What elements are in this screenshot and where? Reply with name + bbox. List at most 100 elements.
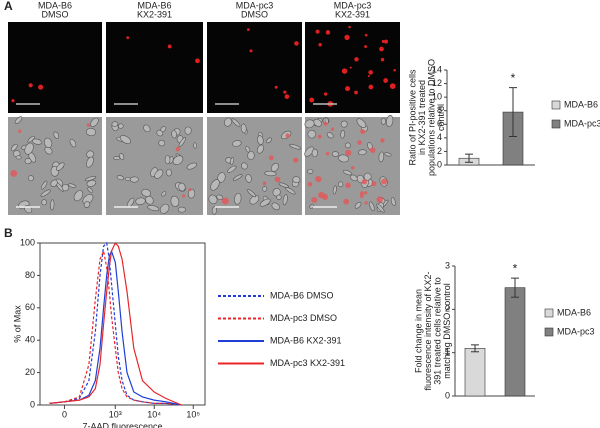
y-tick-label: 10 [432, 92, 442, 102]
cell [84, 176, 97, 182]
cell-signal [315, 29, 320, 34]
cell [184, 126, 192, 135]
cell-signal [367, 74, 370, 77]
cell [193, 142, 198, 149]
cell-signal [354, 90, 358, 95]
cell [264, 170, 277, 177]
cell [178, 182, 186, 192]
cell [278, 182, 289, 188]
legend-label: MDA-pc3 DMSO [270, 313, 337, 323]
cell [119, 153, 125, 160]
image-column-label: KX2-391 [137, 9, 172, 19]
cell [119, 135, 131, 144]
cell-signal [364, 33, 368, 37]
cell [229, 157, 235, 166]
cell [53, 131, 60, 139]
cell-signal [393, 69, 396, 72]
cell [61, 183, 70, 192]
cell [282, 194, 288, 206]
legend-swatch [551, 100, 561, 110]
x-tick-label: 0 [62, 409, 67, 419]
cell-signal [381, 39, 385, 43]
cell [178, 136, 187, 148]
cell [164, 155, 171, 165]
cell [125, 176, 131, 181]
cell [41, 199, 47, 206]
image-column-label: MDA-B6 [137, 0, 171, 10]
y-axis-label: % of Max [12, 305, 22, 343]
cell [177, 206, 186, 213]
cell-signal [28, 83, 33, 88]
y-tick-label: 60 [25, 302, 35, 312]
cell-signal [323, 92, 328, 96]
cell [342, 169, 353, 176]
cell [56, 162, 65, 171]
cell-signal [221, 197, 229, 205]
cell-signal [309, 97, 315, 103]
cell-signal [317, 134, 322, 139]
y-axis-label: fluorescence intensity of KX2- [423, 271, 433, 390]
cell-signal [359, 191, 365, 196]
cell [271, 202, 280, 211]
image-column-label: DMSO [241, 9, 268, 19]
cell-signal [325, 151, 330, 156]
cell [40, 180, 48, 190]
cell [87, 187, 93, 193]
cell-signal [360, 129, 366, 135]
y-tick-label: 20 [25, 367, 35, 377]
cell-signal [262, 181, 267, 186]
image-column-label: MDA-pc3 [236, 0, 274, 10]
image-column-label: MDA-pc3 [334, 0, 372, 10]
cell [307, 169, 314, 174]
cell [340, 120, 348, 128]
y-axis-label: Ratio of PI-positive cells [407, 69, 417, 166]
cell-signal [188, 188, 192, 192]
cell [86, 156, 94, 168]
cell [111, 121, 119, 127]
cell [147, 205, 160, 212]
cell [344, 142, 351, 149]
cell-signal [361, 179, 368, 185]
x-axis-label: 7-AAD fluorescence [82, 421, 162, 428]
cell [363, 172, 372, 181]
y-axis-label: Fold change in mean [413, 289, 423, 373]
cell [231, 118, 241, 127]
cell-signal [384, 39, 388, 44]
plot-frame [39, 242, 206, 406]
cell [249, 195, 260, 205]
cell [40, 189, 51, 197]
cell-signal [345, 149, 352, 156]
cell [311, 148, 318, 158]
cell [326, 132, 334, 139]
cell-signal [369, 147, 376, 153]
cell [129, 176, 139, 183]
cell-signal [195, 58, 200, 64]
cell [90, 117, 99, 127]
cell [24, 158, 32, 165]
y-tick-label: 3 [445, 260, 450, 270]
cell [141, 188, 152, 197]
fluorescence-image [207, 22, 302, 113]
cell [154, 169, 164, 179]
cell-signal [249, 49, 253, 53]
series-line [49, 241, 182, 406]
cell [24, 142, 34, 155]
x-tick-label: 10³ [109, 409, 122, 419]
y-tick-label: 0 [437, 159, 442, 169]
cell [43, 137, 53, 148]
y-tick-label: 1 [445, 347, 450, 357]
legend-label: MDA-B6 KX2-391 [270, 335, 342, 345]
cell [266, 137, 272, 144]
image-column-label: MDA-B6 [38, 0, 72, 10]
cell [304, 119, 315, 129]
cell [83, 201, 91, 208]
cell [32, 138, 42, 145]
cell-signal [11, 99, 15, 103]
legend-label: MDA-pc3 KX2-391 [270, 358, 345, 368]
cell [304, 146, 315, 157]
cell [211, 206, 217, 215]
cell [50, 199, 55, 211]
cell [15, 155, 22, 160]
bar [504, 287, 526, 397]
